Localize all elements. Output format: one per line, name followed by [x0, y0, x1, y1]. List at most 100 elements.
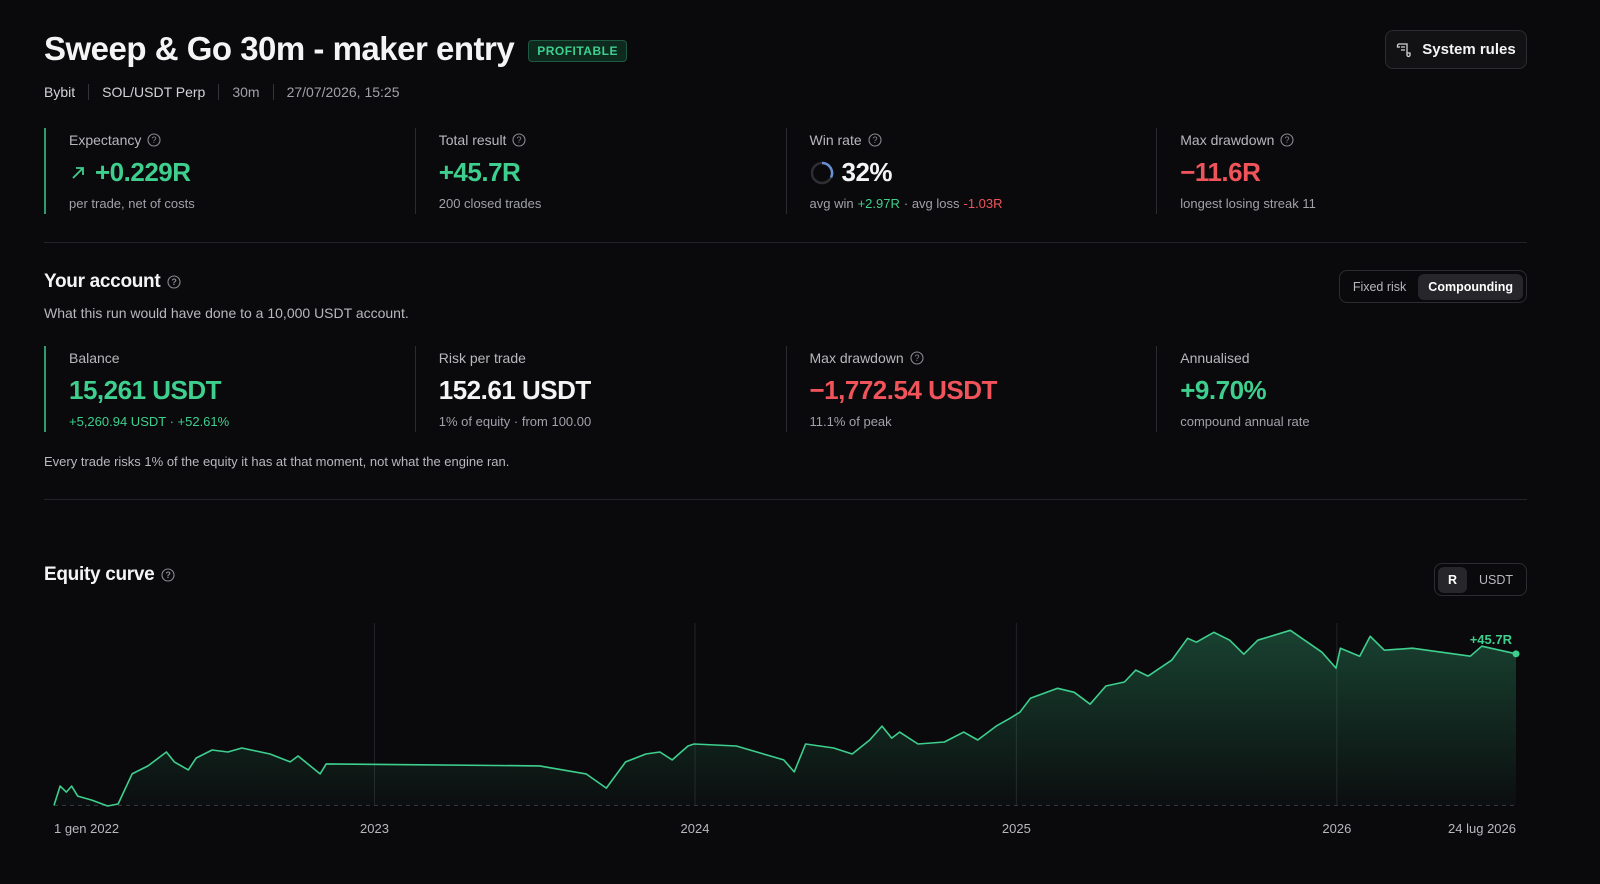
help-circle — [868, 133, 882, 147]
stat-card: Win rate? 32% avg win +2.97R · avg loss -1.03… — [785, 128, 1157, 214]
system-rules-button[interactable]: System rules — [1385, 30, 1527, 69]
note-part: +2.97R — [857, 196, 900, 211]
stat-value: 15,261 USDT — [69, 375, 222, 405]
summary-row: Expectancy? +0.229R per trade, net of cost… — [44, 128, 1527, 214]
stat-label: Annualised — [1180, 350, 1250, 366]
stat-label-row: Total result? — [439, 132, 786, 148]
stat-note: +5,260.94 USDT · +52.61% — [69, 414, 415, 429]
button-label: System rules — [1422, 41, 1516, 58]
divider — [44, 242, 1527, 243]
stat-label: Expectancy — [69, 132, 142, 148]
stat-note: longest losing streak 11 — [1180, 196, 1527, 211]
help-icon[interactable]: ? — [167, 275, 181, 289]
stat-label-row: Balance — [69, 350, 415, 366]
arrow-path — [72, 166, 84, 179]
note-part: -1.03R — [963, 196, 1003, 211]
help-icon[interactable]: ? — [868, 133, 882, 147]
stat-note: avg win +2.97R · avg loss -1.03R — [810, 196, 1157, 211]
help-icon[interactable]: ? — [1280, 133, 1294, 147]
stat-value: +9.70% — [1180, 375, 1267, 405]
x-tick-label: 2024 — [681, 821, 710, 836]
stat-value: −11.6R — [1180, 157, 1261, 187]
meta-item: SOL/USDT Perp — [88, 84, 218, 100]
end-annotation: +45.7R — [1470, 632, 1513, 647]
toggle-option[interactable]: USDT — [1478, 572, 1513, 587]
meta-item: 27/07/2026, 15:25 — [272, 84, 413, 100]
stat-value-row: 15,261 USDT — [69, 375, 415, 406]
toggle-option[interactable]: Compounding — [1418, 273, 1523, 300]
note-part: avg win — [809, 196, 854, 211]
help-mark: ? — [872, 135, 877, 145]
toggle-option[interactable]: R — [1437, 566, 1467, 593]
note-part: 200 closed trades — [438, 196, 542, 211]
svg-text:?: ? — [172, 277, 177, 287]
note-part: longest losing streak 11 — [1180, 196, 1316, 211]
note-part: +5,260.94 USDT · +52.61% — [69, 414, 230, 429]
equity-title: Equity curve — [44, 564, 155, 585]
help-mark: ? — [152, 135, 157, 145]
equity-chart: 1 gen 2022 2023 2024 2025 2026 24 lug 2026 +45… — [53, 623, 1520, 836]
stat-card: Risk per trade 152.61 USDT 1% of equity · … — [414, 346, 786, 432]
stat-label: Risk per trade — [438, 350, 526, 366]
ring-arc — [821, 161, 833, 178]
stat-note: 1% of equity · from 100.00 — [439, 414, 786, 429]
stat-value: +0.229R — [95, 157, 191, 187]
stat-note: per trade, net of costs — [69, 196, 415, 211]
note-part: per trade, net of costs — [69, 196, 195, 211]
account-description: What this run would have done to a 10,00… — [44, 305, 409, 321]
help-icon[interactable]: ? — [910, 351, 924, 365]
stat-value-row: 152.61 USDT — [439, 375, 786, 406]
help-icon[interactable]: ? — [161, 568, 175, 582]
stat-label: Balance — [69, 350, 120, 366]
help-circle — [147, 133, 161, 147]
stat-value-row: +9.70% — [1180, 375, 1527, 406]
stat-card: Max drawdown? −1,772.54 USDT 11.1% of peak — [785, 346, 1157, 432]
end-dot — [1512, 650, 1520, 658]
note-part: 11.1% of peak — [809, 414, 892, 429]
stat-value: 32% — [841, 157, 893, 187]
section-title: Your account ? — [44, 271, 181, 293]
account-row: Balance 15,261 USDT +5,260.94 USDT · +52.6… — [44, 346, 1527, 432]
stat-value-row: +45.7R — [439, 157, 786, 188]
help-icon[interactable]: ? — [147, 133, 161, 147]
help-circle — [512, 133, 527, 147]
meta-item: 30m — [218, 84, 272, 100]
stat-label: Max drawdown — [1180, 132, 1275, 148]
stat-label-row: Win rate? — [810, 132, 1157, 148]
rules-icon — [1397, 42, 1411, 57]
stat-value-row: −1,772.54 USDT — [810, 375, 1157, 406]
stat-label: Max drawdown — [809, 350, 904, 366]
stat-note: 11.1% of peak — [810, 414, 1157, 429]
x-tick-label: 2026 — [1322, 821, 1351, 836]
x-tick-label: 24 lug 2026 — [1448, 821, 1516, 836]
toggle-option[interactable]: Fixed risk — [1352, 279, 1407, 294]
stat-card: Balance 15,261 USDT +5,260.94 USDT · +52.6… — [44, 346, 415, 432]
stat-label: Total result — [438, 132, 507, 148]
stat-label-row: Max drawdown? — [810, 350, 1157, 366]
note-part: compound annual rate — [1180, 414, 1310, 429]
account-footnote: Every trade risks 1% of the equity it ha… — [44, 454, 510, 469]
stat-label-row: Max drawdown? — [1180, 132, 1527, 148]
page-title: Sweep & Go 30m - maker entry — [44, 30, 515, 67]
stat-value-row: −11.6R — [1180, 157, 1527, 188]
stat-value-row: 32% — [810, 157, 1157, 188]
help-icon[interactable]: ? — [512, 133, 527, 147]
help-mark: ? — [1285, 135, 1290, 145]
meta-item: Bybit — [44, 84, 76, 100]
stat-label: Win rate — [809, 132, 862, 148]
x-tick-label: 1 gen 2022 — [54, 821, 119, 836]
stat-label-row: Expectancy? — [69, 132, 415, 148]
equity-area — [54, 630, 1516, 806]
stat-label-row: Risk per trade — [439, 350, 786, 366]
stat-value: −1,772.54 USDT — [809, 375, 998, 405]
stat-value: +45.7R — [438, 157, 521, 187]
help-mark: ? — [517, 135, 522, 145]
help-mark: ? — [914, 353, 919, 363]
title-row: Sweep & Go 30m - maker entry PROFITABLE — [44, 30, 627, 68]
divider — [44, 499, 1527, 500]
stat-note: 200 closed trades — [439, 196, 786, 211]
stat-label-row: Annualised — [1180, 350, 1527, 366]
stat-note: compound annual rate — [1180, 414, 1527, 429]
help-circle — [1280, 133, 1294, 147]
